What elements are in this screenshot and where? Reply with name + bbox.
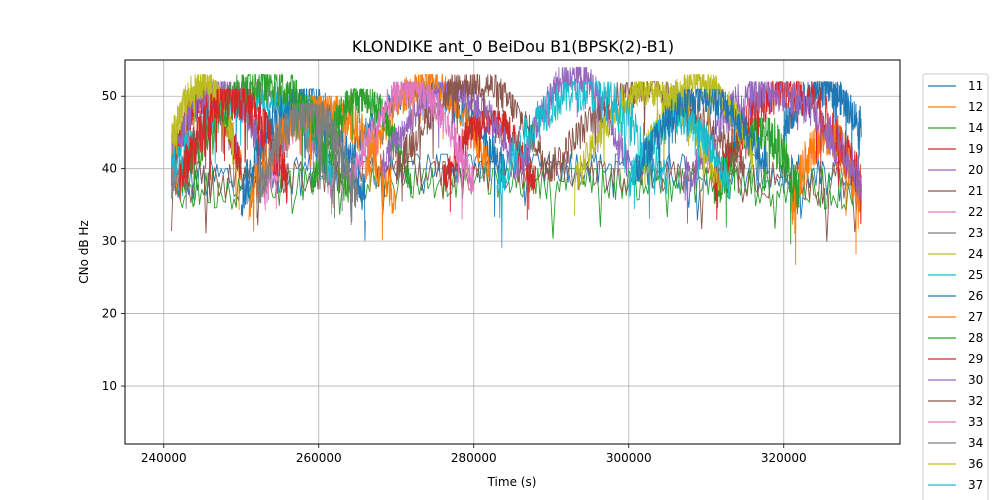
legend-label-25: 25 bbox=[968, 268, 983, 282]
legend-label-20: 20 bbox=[968, 163, 983, 177]
y-tick-label: 50 bbox=[102, 89, 117, 103]
legend-label-23: 23 bbox=[968, 226, 983, 240]
legend-label-11: 11 bbox=[968, 79, 983, 93]
x-tick-label: 260000 bbox=[296, 451, 342, 465]
legend-label-27: 27 bbox=[968, 310, 983, 324]
y-tick-label: 10 bbox=[102, 379, 117, 393]
legend-label-26: 26 bbox=[968, 289, 983, 303]
series-line-41 bbox=[636, 87, 769, 182]
y-axis-label: CNo dB Hz bbox=[77, 220, 91, 284]
legend-box bbox=[922, 73, 989, 500]
series-line-26 bbox=[240, 88, 366, 241]
x-tick-label: 320000 bbox=[761, 451, 807, 465]
series-line-29 bbox=[178, 88, 289, 204]
series-line-26 bbox=[783, 80, 862, 165]
legend-label-37: 37 bbox=[968, 478, 983, 492]
legend-label-19: 19 bbox=[968, 142, 983, 156]
legend-label-36: 36 bbox=[968, 457, 983, 471]
x-tick-label: 240000 bbox=[141, 451, 187, 465]
x-axis-label: Time (s) bbox=[487, 475, 537, 489]
legend-label-33: 33 bbox=[968, 415, 983, 429]
x-tick-label: 300000 bbox=[606, 451, 652, 465]
x-tick-label: 280000 bbox=[451, 451, 497, 465]
x-axis: 240000 260000 280000 300000 320000 bbox=[141, 444, 807, 465]
series-line-33 bbox=[349, 81, 475, 220]
legend-label-34: 34 bbox=[968, 436, 983, 450]
plot-frame bbox=[124, 59, 901, 445]
y-tick-label: 20 bbox=[102, 307, 117, 321]
legend: 11 12 14 19 20 21 22 23 24 25 26 27 28 29 30 32 33 34 36 37… bbox=[922, 73, 989, 500]
plot-series bbox=[171, 66, 862, 265]
legend-label-24: 24 bbox=[968, 247, 983, 261]
legend-label-28: 28 bbox=[968, 331, 983, 345]
chart-title: KLONDIKE ant_0 BeiDou B1(BPSK(2)-B1) bbox=[352, 37, 674, 57]
series-line-34 bbox=[256, 102, 358, 226]
series-line-36 bbox=[643, 74, 754, 186]
legend-label-29: 29 bbox=[968, 352, 983, 366]
y-axis: 10 20 30 40 50 bbox=[102, 89, 125, 393]
y-tick-label: 40 bbox=[102, 162, 117, 176]
series-line-27 bbox=[364, 72, 490, 191]
legend-label-12: 12 bbox=[968, 100, 983, 114]
legend-label-32: 32 bbox=[968, 394, 983, 408]
legend-label-22: 22 bbox=[968, 205, 983, 219]
series-line-37 bbox=[628, 109, 730, 210]
legend-label-21: 21 bbox=[968, 184, 983, 198]
y-tick-label: 30 bbox=[102, 234, 117, 248]
legend-label-30: 30 bbox=[968, 373, 983, 387]
legend-label-14: 14 bbox=[968, 121, 983, 135]
